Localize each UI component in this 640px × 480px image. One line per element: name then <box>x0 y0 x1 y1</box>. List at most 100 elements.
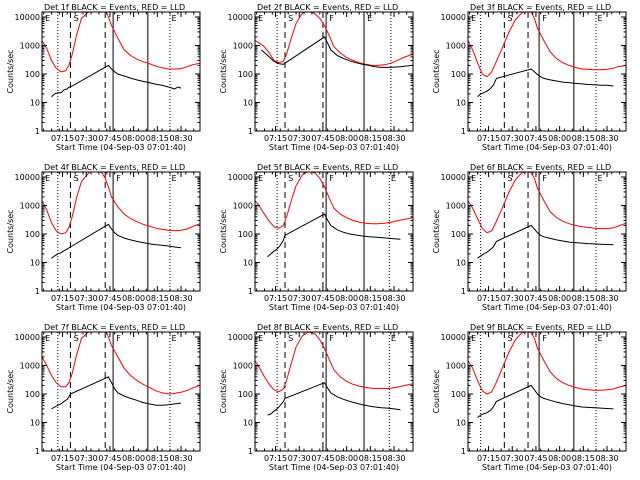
x-tick-label: 08:30 <box>383 454 406 463</box>
lld-series-line <box>255 172 413 229</box>
x-axis-label: Start Time (04-Sep-03 07:01:40) <box>56 303 186 312</box>
interval-marker: E <box>598 334 603 343</box>
lld-series-line <box>468 332 626 395</box>
y-tick-label: 100 <box>238 70 253 79</box>
plot-frame <box>467 11 627 132</box>
interval-marker: F <box>542 334 547 343</box>
chart-panel-4: Det 4f BLACK = Events, RED = LLD E S F E 1 10 1… <box>6 163 201 312</box>
y-tick-label: 10000 <box>228 13 253 22</box>
chart-title: Det 2f BLACK = Events, RED = LLD <box>257 3 398 12</box>
chart-title: Det 5f BLACK = Events, RED = LLD <box>257 163 398 172</box>
y-tick-label: 10 <box>30 419 40 428</box>
plot-frame <box>254 331 414 452</box>
x-tick-label: 08:30 <box>596 294 619 303</box>
interval-marker: E <box>45 334 50 343</box>
x-tick-label: 07:15 <box>264 134 287 143</box>
chart-title: Det 1f BLACK = Events, RED = LLD <box>44 3 185 12</box>
y-tick-label: 1 <box>248 127 253 136</box>
lld-series-line <box>468 12 626 78</box>
y-tick-label: 10000 <box>228 173 253 182</box>
lld-series-line <box>255 12 413 66</box>
x-tick-label: 07:45 <box>311 454 334 463</box>
y-tick-label: 10 <box>456 259 466 268</box>
x-tick-label: 08:30 <box>383 134 406 143</box>
y-tick-label: 100 <box>238 390 253 399</box>
chart-panel-3: Det 3f BLACK = Events, RED = LLD E S F E 1 10 1… <box>432 3 627 152</box>
interval-marker: S <box>508 14 513 23</box>
x-tick-label: 08:00 <box>335 294 358 303</box>
events-series-line <box>477 384 614 418</box>
x-tick-label: 07:30 <box>501 294 524 303</box>
y-axis-label: Counts/sec <box>432 209 441 253</box>
events-series-line <box>51 64 182 98</box>
interval-marker: E <box>45 14 50 23</box>
y-tick-label: 10000 <box>15 13 40 22</box>
interval-marker: E <box>172 174 177 183</box>
x-axis-label: Start Time (04-Sep-03 07:01:40) <box>269 463 399 472</box>
y-tick-label: 10 <box>456 99 466 108</box>
x-tick-label: 08:30 <box>596 454 619 463</box>
x-tick-label: 08:00 <box>122 294 145 303</box>
y-tick-label: 100 <box>451 390 466 399</box>
chart-panel-2: Det 2f BLACK = Events, RED = LLD E S F E 1 10 1… <box>219 3 414 152</box>
y-axis-label: Counts/sec <box>219 209 228 253</box>
x-axis-label: Start Time (04-Sep-03 07:01:40) <box>482 463 612 472</box>
chart-panel-6: Det 6f BLACK = Events, RED = LLD E S F E 1 10 1… <box>432 163 627 312</box>
x-tick-label: 07:45 <box>524 134 547 143</box>
x-tick-label: 08:30 <box>383 294 406 303</box>
interval-marker: E <box>258 174 263 183</box>
y-tick-label: 10 <box>30 259 40 268</box>
x-tick-label: 08:15 <box>146 294 169 303</box>
x-axis-label: Start Time (04-Sep-03 07:01:40) <box>56 143 186 152</box>
x-axis-label: Start Time (04-Sep-03 07:01:40) <box>56 463 186 472</box>
events-series-line <box>267 213 401 258</box>
lld-series-line <box>42 12 200 73</box>
interval-marker: S <box>74 14 79 23</box>
y-tick-label: 1000 <box>446 202 466 211</box>
y-tick-label: 1 <box>248 447 253 456</box>
chart-title: Det 9f BLACK = Events, RED = LLD <box>470 323 611 332</box>
interval-marker: F <box>116 14 121 23</box>
x-axis-label: Start Time (04-Sep-03 07:01:40) <box>482 143 612 152</box>
x-tick-label: 07:45 <box>311 134 334 143</box>
interval-marker: S <box>288 14 293 23</box>
plot-frame <box>467 171 627 292</box>
plot-frame <box>254 11 414 132</box>
interval-marker: F <box>542 174 547 183</box>
interval-marker: F <box>329 334 334 343</box>
interval-marker: S <box>288 174 293 183</box>
x-tick-label: 08:15 <box>359 454 382 463</box>
lld-series-line <box>42 332 200 395</box>
x-tick-label: 07:30 <box>75 294 98 303</box>
interval-marker: E <box>598 14 603 23</box>
x-tick-label: 08:00 <box>335 454 358 463</box>
y-tick-label: 1 <box>461 447 466 456</box>
events-series-line <box>51 223 182 259</box>
y-tick-label: 1000 <box>20 202 40 211</box>
interval-marker: S <box>288 334 293 343</box>
interval-marker: S <box>508 334 513 343</box>
interval-marker: F <box>329 14 334 23</box>
y-tick-label: 10000 <box>15 173 40 182</box>
y-tick-label: 100 <box>25 70 40 79</box>
y-tick-label: 1 <box>35 287 40 296</box>
x-tick-label: 08:30 <box>170 454 193 463</box>
interval-marker: E <box>172 14 177 23</box>
interval-marker: E <box>471 334 476 343</box>
x-tick-label: 07:30 <box>501 134 524 143</box>
x-tick-label: 08:15 <box>572 454 595 463</box>
y-axis-label: Counts/sec <box>219 49 228 93</box>
interval-marker: E <box>258 334 263 343</box>
interval-marker: S <box>74 334 79 343</box>
interval-marker: F <box>116 334 121 343</box>
plot-frame <box>41 171 201 292</box>
y-tick-label: 100 <box>25 230 40 239</box>
interval-marker: S <box>74 174 79 183</box>
x-tick-label: 07:30 <box>288 294 311 303</box>
y-tick-label: 1000 <box>20 362 40 371</box>
y-tick-label: 10 <box>243 259 253 268</box>
lld-series-line <box>42 172 200 235</box>
lld-series-line <box>468 172 626 234</box>
y-tick-label: 10 <box>243 99 253 108</box>
